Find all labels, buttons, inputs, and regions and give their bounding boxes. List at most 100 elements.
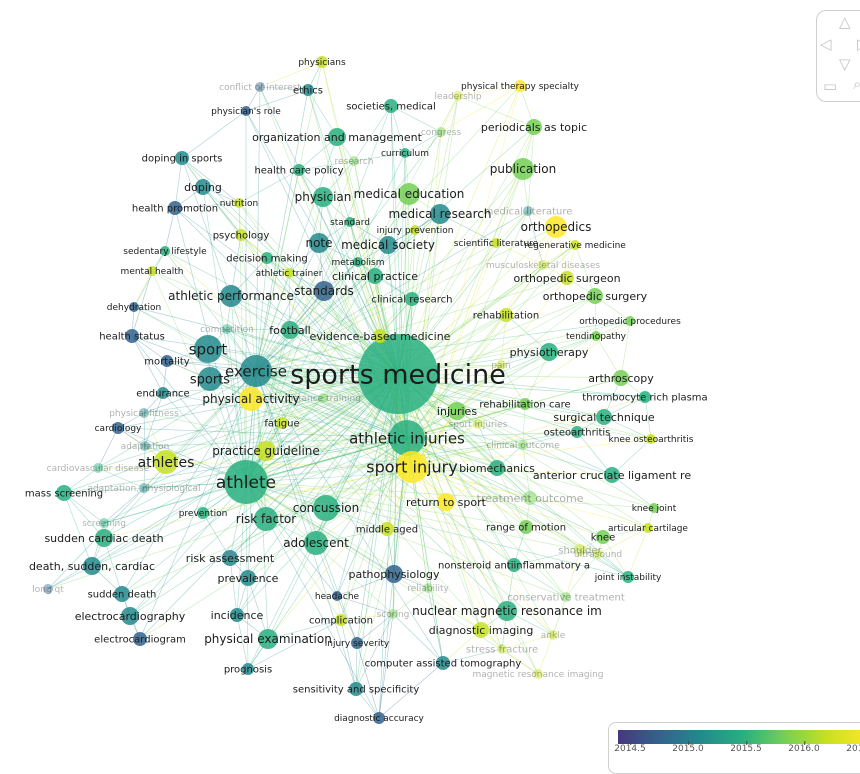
keyword-label[interactable]: long qt <box>32 585 64 595</box>
keyword-label[interactable]: physical fitness <box>109 409 179 419</box>
keyword-node[interactable] <box>240 570 256 586</box>
keyword-node[interactable] <box>622 571 634 583</box>
keyword-node[interactable] <box>242 663 254 675</box>
keyword-node[interactable] <box>314 281 334 301</box>
keyword-label[interactable]: physician <box>295 190 352 204</box>
keyword-label[interactable]: adolescent <box>283 536 349 550</box>
keyword-label[interactable]: publication <box>490 162 556 176</box>
keyword-node[interactable] <box>526 119 542 135</box>
keyword-node[interactable] <box>254 507 278 531</box>
keyword-label[interactable]: medical society <box>341 238 435 252</box>
keyword-node[interactable] <box>276 417 288 429</box>
keyword-label[interactable]: sedentary lifestyle <box>123 247 207 257</box>
keyword-label[interactable]: magnetic resonance imaging <box>473 670 604 680</box>
keyword-node[interactable] <box>596 530 610 544</box>
keyword-label[interactable]: metabolism <box>331 258 384 268</box>
keyword-label[interactable]: sudden cardiac death <box>44 532 163 545</box>
keyword-label[interactable]: physiotherapy <box>510 346 589 359</box>
keyword-node[interactable] <box>284 268 294 278</box>
triangle-down-icon[interactable]: ▽ <box>839 55 851 73</box>
keyword-label[interactable]: orthopedics <box>521 220 592 234</box>
keyword-node[interactable] <box>313 187 333 207</box>
keyword-label[interactable]: clinical outcome <box>486 441 560 451</box>
keyword-node[interactable] <box>379 236 397 254</box>
keyword-node[interactable] <box>222 550 238 566</box>
keyword-node[interactable] <box>574 544 586 556</box>
keyword-node[interactable] <box>560 271 574 285</box>
keyword-label[interactable]: tendinopathy <box>566 332 627 342</box>
keyword-node[interactable] <box>302 84 314 96</box>
keyword-node[interactable] <box>125 329 139 343</box>
keyword-label[interactable]: osteoarthritis <box>544 428 611 439</box>
keyword-label[interactable]: athletic trainer <box>256 269 323 279</box>
keyword-label[interactable]: ethics <box>293 86 323 97</box>
keyword-label[interactable]: joint instability <box>594 573 662 583</box>
keyword-node[interactable] <box>175 151 189 165</box>
keyword-label[interactable]: knee osteoarthritis <box>609 435 694 445</box>
keyword-node[interactable] <box>596 409 612 425</box>
keyword-node[interactable] <box>318 393 328 403</box>
keyword-label[interactable]: clinical practice <box>332 270 418 283</box>
keyword-label[interactable]: diagnostic imaging <box>429 624 534 637</box>
keyword-label[interactable]: physical therapy specialty <box>461 82 580 92</box>
triangle-left-icon[interactable]: ◁ <box>820 35 832 53</box>
keyword-label[interactable]: mental health <box>121 267 184 277</box>
keyword-label[interactable]: prevention <box>179 509 228 519</box>
keyword-node[interactable] <box>473 622 489 638</box>
keyword-node[interactable] <box>358 334 438 414</box>
keyword-node[interactable] <box>388 609 398 619</box>
keyword-node[interactable] <box>349 156 359 166</box>
keyword-label[interactable]: athlete <box>216 473 276 493</box>
keyword-label[interactable]: range of motion <box>486 523 566 534</box>
navigation-pad[interactable]: △ ◁ ▷ ▽ ▭ ⌕ <box>816 10 860 102</box>
keyword-label[interactable]: risk assessment <box>186 552 275 565</box>
keyword-node[interactable] <box>499 308 513 322</box>
keyword-node[interactable] <box>548 630 558 640</box>
keyword-node[interactable] <box>497 601 517 621</box>
keyword-node[interactable] <box>304 531 328 555</box>
keyword-label[interactable]: societies, medical <box>346 102 436 113</box>
keyword-node[interactable] <box>353 257 363 267</box>
keyword-label[interactable]: mass screening <box>25 489 103 500</box>
keyword-node[interactable] <box>139 408 149 418</box>
keyword-node[interactable] <box>95 529 113 547</box>
keyword-label[interactable]: thrombocyte rich plasma <box>582 393 707 404</box>
keyword-node[interactable] <box>140 441 150 451</box>
keyword-node[interactable] <box>367 268 383 284</box>
keyword-label[interactable]: computer assisted tomography <box>365 659 522 670</box>
keyword-label[interactable]: orthopedic surgeon <box>513 272 620 285</box>
keyword-label[interactable]: stress fracture <box>466 645 538 656</box>
keyword-node[interactable] <box>389 420 425 456</box>
keyword-node[interactable] <box>121 607 139 625</box>
keyword-node[interactable] <box>512 158 534 180</box>
keyword-label[interactable]: note <box>305 236 332 250</box>
keyword-node[interactable] <box>83 557 101 575</box>
keyword-label[interactable]: injuries <box>437 405 477 418</box>
keyword-label[interactable]: practice guideline <box>212 444 320 458</box>
keyword-node[interactable] <box>380 522 394 536</box>
keyword-label[interactable]: shoulder <box>558 546 602 557</box>
keyword-label[interactable]: competition <box>200 325 254 335</box>
keyword-label[interactable]: ultrasound <box>574 550 622 560</box>
keyword-node[interactable] <box>56 485 72 501</box>
keyword-node[interactable] <box>519 520 533 534</box>
keyword-node[interactable] <box>224 460 268 504</box>
keyword-label[interactable]: pathophysiology <box>349 568 440 581</box>
keyword-label[interactable]: congress <box>421 128 462 138</box>
keyword-node[interactable] <box>345 217 355 227</box>
keyword-node[interactable] <box>448 402 466 420</box>
keyword-label[interactable]: treatment outcome <box>477 492 584 505</box>
keyword-label[interactable]: fatigue <box>264 419 299 430</box>
keyword-label[interactable]: knee joint <box>632 504 677 514</box>
keyword-node[interactable] <box>328 128 346 146</box>
keyword-node[interactable] <box>639 391 651 403</box>
keyword-label[interactable]: cardiovascular disease <box>47 464 150 474</box>
keyword-node[interactable] <box>220 285 242 307</box>
keyword-label[interactable]: adaptation <box>121 442 170 452</box>
keyword-node[interactable] <box>649 503 659 513</box>
triangle-right-icon[interactable]: ▷ <box>857 37 860 52</box>
keyword-label[interactable]: return to sport <box>406 496 487 509</box>
keyword-node[interactable] <box>436 127 446 137</box>
keyword-label[interactable]: standards <box>294 284 353 298</box>
keyword-label[interactable]: physical activity <box>202 392 299 406</box>
